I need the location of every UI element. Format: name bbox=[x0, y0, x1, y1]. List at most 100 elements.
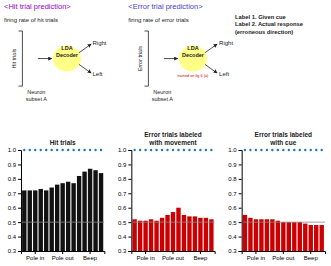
tick-label: Pole out bbox=[162, 255, 184, 261]
y-tick: 1.0 bbox=[118, 147, 131, 153]
bracket bbox=[19, 31, 23, 86]
x-tick: Beep bbox=[193, 251, 208, 261]
arrow bbox=[38, 58, 52, 59]
x-tick: Pole out bbox=[162, 251, 184, 261]
bar bbox=[138, 221, 142, 251]
reference-line bbox=[131, 222, 214, 223]
tick-label: 0.4 bbox=[228, 234, 237, 240]
bar bbox=[44, 190, 48, 251]
significance-dot bbox=[266, 149, 268, 151]
tick-label: 0.4 bbox=[8, 234, 17, 240]
significance-dot bbox=[67, 149, 69, 151]
bar bbox=[248, 218, 252, 251]
x-tick: Pole in bbox=[26, 251, 44, 261]
tick-mark bbox=[128, 237, 131, 238]
bar bbox=[209, 219, 213, 251]
bar bbox=[292, 222, 296, 251]
tick-label: 0.9 bbox=[228, 162, 237, 168]
significance-dot bbox=[150, 149, 152, 151]
tick-label: 0.3 bbox=[118, 248, 127, 254]
axis-line bbox=[239, 151, 243, 252]
x-tick: Pole out bbox=[52, 251, 74, 261]
neuron-label: Neuronsubset A bbox=[152, 89, 173, 102]
bar bbox=[39, 189, 43, 251]
bar bbox=[204, 218, 208, 251]
tick-label: 0.7 bbox=[118, 191, 127, 197]
significance-dot bbox=[293, 149, 295, 151]
significance-dot bbox=[315, 149, 317, 151]
y-tick: 0.8 bbox=[228, 176, 241, 182]
y-tick: 0.8 bbox=[118, 176, 131, 182]
tick-label: 0.6 bbox=[228, 205, 237, 211]
tick-mark bbox=[18, 193, 21, 194]
y-tick: 0.3 bbox=[8, 248, 21, 254]
tick-label: 1.0 bbox=[8, 147, 17, 153]
trial-label: Hit trials bbox=[11, 48, 17, 68]
decoder-ellipse bbox=[53, 46, 81, 72]
significance-dot bbox=[72, 149, 74, 151]
x-tick: Beep bbox=[83, 251, 98, 261]
significance-dot bbox=[299, 149, 301, 151]
significance-dot bbox=[244, 149, 246, 151]
bar bbox=[66, 182, 70, 251]
tick-label: Beep bbox=[193, 255, 208, 261]
bar bbox=[182, 215, 186, 251]
significance-dot bbox=[139, 149, 141, 151]
significance-dot bbox=[23, 149, 25, 151]
bar bbox=[77, 176, 81, 251]
tick-mark bbox=[18, 164, 21, 165]
tick-label: Pole out bbox=[52, 255, 74, 261]
bar-chart: 0.30.40.50.60.70.80.91.0Pole inPole outB… bbox=[8, 139, 105, 266]
significance-dot bbox=[78, 149, 80, 151]
tick-label: 0.5 bbox=[228, 220, 237, 226]
bar bbox=[71, 183, 75, 251]
bracket bbox=[145, 31, 149, 86]
axis-line bbox=[22, 252, 105, 255]
tick-mark bbox=[239, 251, 242, 252]
y-tick: 1.0 bbox=[8, 147, 21, 153]
bar bbox=[33, 190, 37, 251]
y-tick: 0.9 bbox=[8, 162, 21, 168]
significance-dot bbox=[94, 149, 96, 151]
significance-dot bbox=[89, 149, 91, 151]
decoder-label: LDADecoder bbox=[182, 46, 205, 59]
y-axis: 0.30.40.50.60.70.80.91.0 bbox=[118, 147, 132, 254]
trained-note: trained on fig 6 (a) bbox=[178, 74, 210, 78]
bar bbox=[187, 216, 191, 251]
bar bbox=[270, 219, 274, 251]
y-tick: 0.9 bbox=[228, 162, 241, 168]
tick-label: 0.3 bbox=[8, 248, 17, 254]
arrow bbox=[205, 64, 217, 73]
tick-mark bbox=[35, 251, 36, 254]
significance-dot bbox=[133, 149, 135, 151]
tick-label: 0.6 bbox=[118, 205, 127, 211]
bar bbox=[149, 219, 153, 251]
tick-mark bbox=[128, 164, 131, 165]
axis-line bbox=[18, 151, 22, 252]
bar bbox=[276, 221, 280, 251]
right-label: Right bbox=[219, 40, 233, 46]
bar bbox=[22, 190, 26, 251]
tick-mark bbox=[128, 208, 131, 209]
x-tick: Pole in bbox=[136, 251, 154, 261]
tick-mark bbox=[128, 150, 131, 151]
tick-mark bbox=[128, 193, 131, 194]
bar bbox=[287, 222, 291, 251]
diagram: <Hit trial prediction>firing rate of hit… bbox=[4, 2, 304, 102]
tick-label: Pole in bbox=[247, 255, 265, 261]
significance-dot bbox=[34, 149, 36, 151]
x-axis: Pole inPole outBeep bbox=[242, 251, 325, 261]
tick-label: 0.8 bbox=[8, 176, 17, 182]
significance-dot bbox=[183, 149, 185, 151]
label-box: Label 1. Given cueLabel 2. Actual respon… bbox=[235, 14, 304, 35]
bar bbox=[28, 190, 32, 251]
bar bbox=[265, 219, 269, 251]
arrow bbox=[205, 44, 217, 53]
significance-dot bbox=[161, 149, 163, 151]
tick-mark bbox=[62, 251, 63, 254]
tick-mark bbox=[128, 222, 131, 223]
y-tick: 0.6 bbox=[118, 205, 131, 211]
significance-dot bbox=[271, 149, 273, 151]
axis-line bbox=[128, 151, 132, 252]
tick-mark bbox=[90, 251, 91, 254]
